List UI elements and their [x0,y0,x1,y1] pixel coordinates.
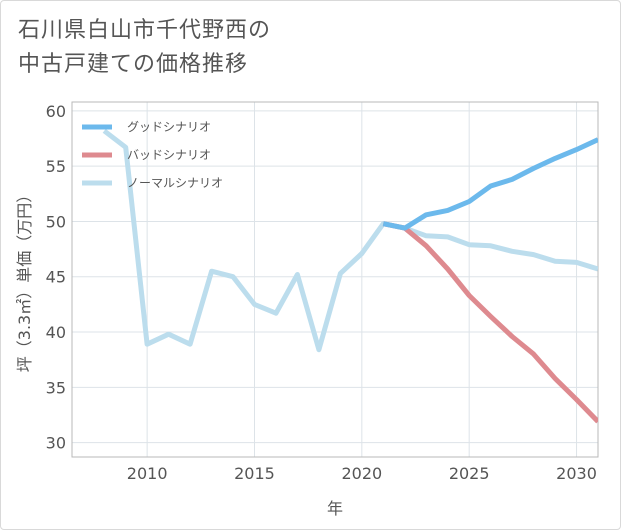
plot-area-border [71,101,599,458]
y-tick-label: 30 [46,434,66,453]
bad-scenario-line [382,221,598,424]
y-tick-label: 40 [46,323,66,342]
series-layer [102,128,598,424]
legend-label: ノーマルシナリオ [127,176,223,190]
good-scenario-line [382,137,598,231]
x-axis-label: 年 [327,499,343,518]
legend-label: グッドシナリオ [127,120,211,134]
legend-item-good[interactable]: グッドシナリオ [82,120,211,134]
y-tick-label: 60 [46,102,66,121]
x-tick-label: 2010 [127,464,168,483]
x-tick-label: 2020 [341,464,382,483]
y-tick-label: 55 [46,157,66,176]
chart-title-line-2: 中古戸建ての価格推移 [18,52,249,77]
tick-labels: 30 35 40 45 50 55 60 2010 2015 2020 2025 2030 [46,102,597,483]
x-tick-label: 2015 [234,464,275,483]
y-axis-label: 坪（3.3㎡）単価（万円） [15,187,34,372]
y-tick-label: 45 [46,268,66,287]
chart-title-line-1: 石川県白山市千代野西の [18,18,272,43]
legend-item-normal[interactable]: ノーマルシナリオ [82,176,223,190]
x-tick-label: 2030 [556,464,597,483]
chart-title: 石川県白山市千代野西の 中古戸建ての価格推移 [18,14,271,82]
x-tick-label: 2025 [449,464,490,483]
legend-item-bad[interactable]: バッドシナリオ [82,148,211,162]
normal-scenario-line [102,128,598,353]
gridlines [72,102,598,457]
y-tick-label: 35 [46,378,66,397]
legend-label: バッドシナリオ [127,148,211,162]
y-tick-label: 50 [46,212,66,231]
